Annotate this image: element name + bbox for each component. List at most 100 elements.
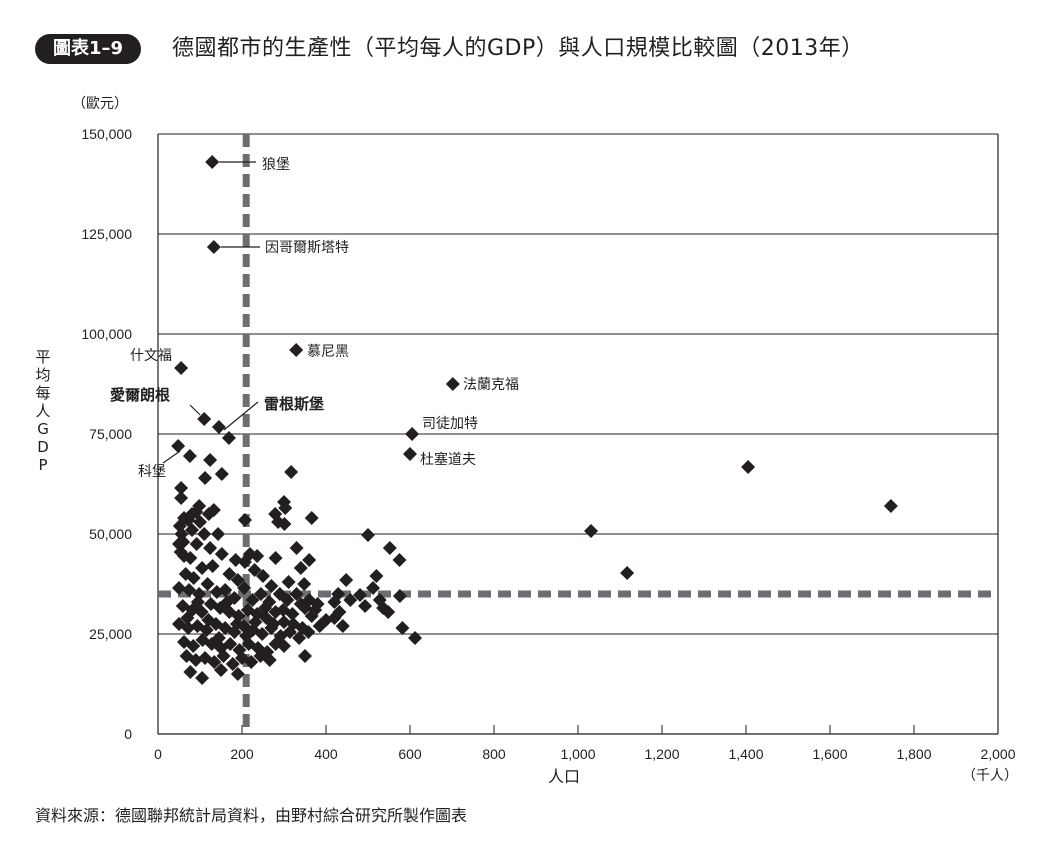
data-point [266,617,281,631]
data-point [195,671,210,685]
data-point [180,611,195,625]
data-point [185,523,200,537]
data-point [201,507,216,521]
data-point [181,621,196,635]
data-point [255,627,270,641]
data-point [256,569,270,583]
data-point [298,649,312,663]
city-label: 愛爾朗根 [110,386,170,404]
x-tick-label: 1,000 [560,746,595,762]
data-point [253,587,268,601]
data-point [408,631,423,645]
data-point [174,491,189,505]
data-point [282,625,297,639]
city-label: 什文福 [130,348,172,364]
data-point [237,581,252,595]
data-point [353,588,368,602]
data-point [230,667,245,681]
x-axis-unit: （千人） [962,768,1018,784]
labeled-data-point [206,240,221,254]
data-point [278,501,293,515]
tick-labels: 0 25,000 50,000 75,000 100,000 125,000 150,000… [81,126,1015,762]
data-point [185,507,200,521]
data-point [195,561,210,575]
data-point [361,528,375,542]
data-point [392,589,407,603]
data-point [190,595,205,609]
data-point [381,605,396,619]
data-point [343,593,358,607]
data-point [620,566,635,580]
data-point [301,625,316,639]
data-point [214,663,228,677]
data-point [186,639,201,653]
labeled-data-point [405,427,420,441]
data-point [214,467,229,481]
data-point [248,615,263,629]
figure-number-badge: 圖表1–9 [35,34,141,64]
x-tick-label: 400 [314,746,338,762]
labeled-data-point [174,361,189,375]
data-point [289,587,304,601]
y-tick-label: 50,000 [89,526,132,542]
data-point [229,617,244,631]
axes [157,134,999,735]
x-tick-label: 600 [398,746,422,762]
data-point [392,553,407,567]
data-point [304,609,319,623]
data-point [203,541,218,555]
data-point [250,549,265,563]
data-point [203,453,218,467]
labeled-data-point [205,155,220,169]
data-point [883,499,898,513]
data-point [182,449,197,463]
city-label: 司徒加特 [422,416,478,432]
data-point [228,553,243,567]
data-point [230,573,245,587]
data-point [205,559,220,573]
labeled-data-point [403,447,417,461]
data-point [211,631,226,645]
y-tick-label: 75,000 [89,426,132,442]
labeled-data-point [171,439,186,453]
labeled-data-point [289,343,304,357]
data-points [171,155,898,685]
data-point [245,593,260,607]
data-point [182,583,197,597]
data-point [189,537,204,551]
data-point [268,551,283,565]
data-point [382,541,397,555]
data-point [218,583,233,597]
city-label: 狼堡 [262,157,290,173]
data-point [302,553,317,567]
data-point [358,599,373,613]
y-tick-label: 100,000 [81,326,132,342]
data-point [289,541,304,555]
data-point [198,471,213,485]
data-point [264,579,279,593]
data-point [244,655,259,669]
data-point [247,563,262,577]
y-tick-label: 25,000 [89,626,132,642]
data-point [293,561,308,575]
data-point [304,511,319,525]
labeled-data-point [445,377,460,391]
x-tick-label: 1,600 [812,746,847,762]
data-point [366,581,381,595]
data-point [207,655,222,669]
data-point [395,621,410,635]
data-point [220,595,235,609]
x-tick-label: 1,200 [644,746,679,762]
data-point [741,460,756,474]
data-point [369,569,384,583]
data-point [214,547,229,561]
data-point [297,577,312,591]
x-tick-label: 200 [230,746,254,762]
data-point [584,524,599,538]
city-label: 杜塞道夫 [420,451,476,468]
data-point [239,629,254,643]
x-tick-label: 1,400 [728,746,763,762]
data-point [292,631,307,645]
